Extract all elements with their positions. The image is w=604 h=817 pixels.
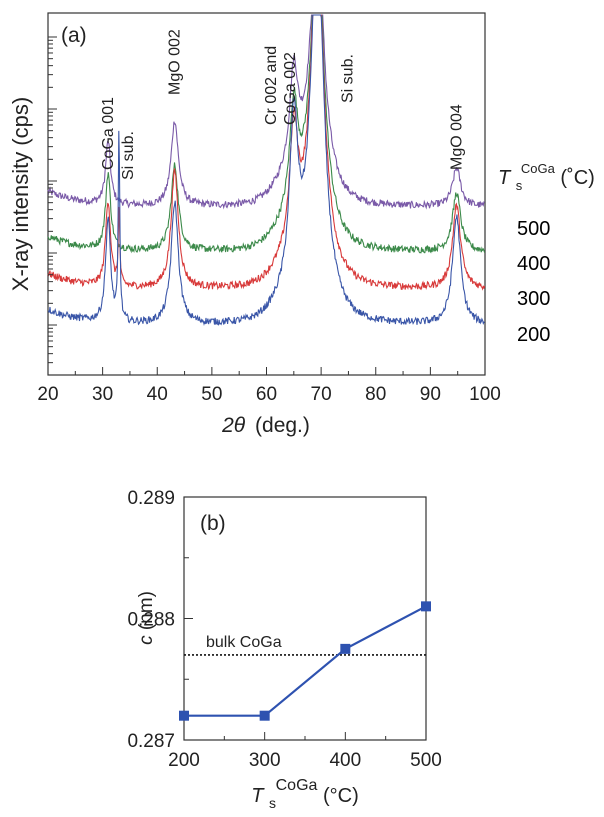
bulk-reference-label: bulk CoGa <box>206 634 282 651</box>
panel-label-a: (a) <box>61 24 87 47</box>
lattice-points <box>179 601 431 721</box>
lattice-point <box>340 643 351 654</box>
peak-annotation: Si sub. <box>120 131 137 180</box>
peak-annotation-line: Cr 002 and <box>263 46 280 125</box>
peak-annotation: Si sub. <box>339 54 356 103</box>
lattice-x-axis-main: T <box>251 785 265 807</box>
lattice-x-axis-unit: (°C) <box>323 785 359 807</box>
lattice-x-tick-label: 400 <box>329 750 361 771</box>
lattice-line <box>184 605 427 717</box>
xrd-x-tick-label: 70 <box>311 384 332 405</box>
xrd-x-tick-label: 80 <box>365 384 386 405</box>
lattice-y-tick-label: 0.287 <box>127 731 175 752</box>
legend-title-main: T <box>498 167 512 189</box>
xrd-x-ticks: 20 30 40 50 60 70 80 90 100 <box>37 367 501 405</box>
xrd-x-tick-label: 20 <box>37 384 58 405</box>
legend-entry-200: 200 <box>517 324 550 346</box>
xrd-x-tick-label: 100 <box>469 384 501 405</box>
panel-label-b: (b) <box>200 512 226 535</box>
peak-annotation: Cr 002 and CoGa 002 <box>263 46 299 125</box>
xrd-x-axis-label: 2θ (deg.) <box>221 414 310 437</box>
xrd-x-tick-label: 40 <box>147 384 168 405</box>
legend-title-unit: (˚C) <box>560 167 594 189</box>
peak-annotation-line: MgO 004 <box>449 104 466 170</box>
xrd-x-tick-label: 50 <box>201 384 222 405</box>
xrd-legend: T s CoGa (˚C) 500 400 300 200 <box>498 156 595 346</box>
peak-annotation-line: CoGa 001 <box>100 97 117 170</box>
xrd-panel: 20 30 40 50 60 70 80 90 100 CoGa 001 Si sub.MgO 0… <box>8 12 595 437</box>
peak-annotation: MgO 004 <box>449 104 466 170</box>
lattice-y-tick-label: 0.289 <box>127 488 175 509</box>
xrd-y-ticks <box>48 36 57 364</box>
lattice-y-tick-label: 0.288 <box>127 610 175 631</box>
lattice-x-axis-sup: CoGa <box>276 777 318 794</box>
lattice-y-axis-label: c (nm) <box>136 591 157 645</box>
xrd-series-500 <box>47 14 485 210</box>
lattice-y-axis-unit: (nm) <box>136 591 157 630</box>
peak-annotation-line: Si sub. <box>120 131 137 180</box>
lattice-x-axis-sub: s <box>269 795 276 811</box>
legend-title-sup: CoGa <box>521 161 556 176</box>
lattice-point <box>179 710 189 721</box>
xrd-x-axis-symbol: 2θ <box>221 414 246 437</box>
legend-title: T s CoGa (˚C) <box>498 156 595 195</box>
lattice-x-axis-label: T s CoGa (°C) <box>251 773 358 812</box>
xrd-y-axis-label: X-ray intensity (cps) <box>8 97 33 291</box>
peak-annotation: MgO 002 <box>167 29 184 95</box>
legend-title-sub: s <box>516 178 523 193</box>
lattice-x-tick-label: 300 <box>249 750 281 771</box>
peak-annotation-line: MgO 002 <box>167 29 184 95</box>
lattice-x-tick-label: 500 <box>410 750 442 771</box>
xrd-x-tick-label: 90 <box>420 384 441 405</box>
xrd-series-200 <box>48 14 485 327</box>
xrd-x-tick-label: 60 <box>256 384 277 405</box>
peak-annotation-line: Si sub. <box>339 54 356 103</box>
peak-annotation-line: CoGa 002 <box>282 52 299 125</box>
xrd-x-axis-unit: (deg.) <box>255 414 310 437</box>
lattice-panel: 0.287 0.288 0.289 200 300 400 500 bulk CoGa (b… <box>127 488 441 812</box>
xrd-peak-annotations: CoGa 001 Si sub.MgO 002 Cr 002 and CoGa 002… <box>100 29 466 180</box>
lattice-point <box>421 601 431 612</box>
peak-annotation: CoGa 001 <box>100 97 117 170</box>
xrd-x-tick-label: 30 <box>92 384 113 405</box>
lattice-ticks: 0.287 0.288 0.289 200 300 400 500 <box>127 488 441 771</box>
lattice-point <box>259 710 270 721</box>
lattice-x-tick-label: 200 <box>168 750 200 771</box>
xrd-series-group <box>47 14 486 327</box>
lattice-y-axis-symbol: c <box>136 635 157 645</box>
legend-entry-400: 400 <box>517 253 550 275</box>
legend-entry-300: 300 <box>517 288 550 310</box>
legend-entry-500: 500 <box>517 218 550 240</box>
